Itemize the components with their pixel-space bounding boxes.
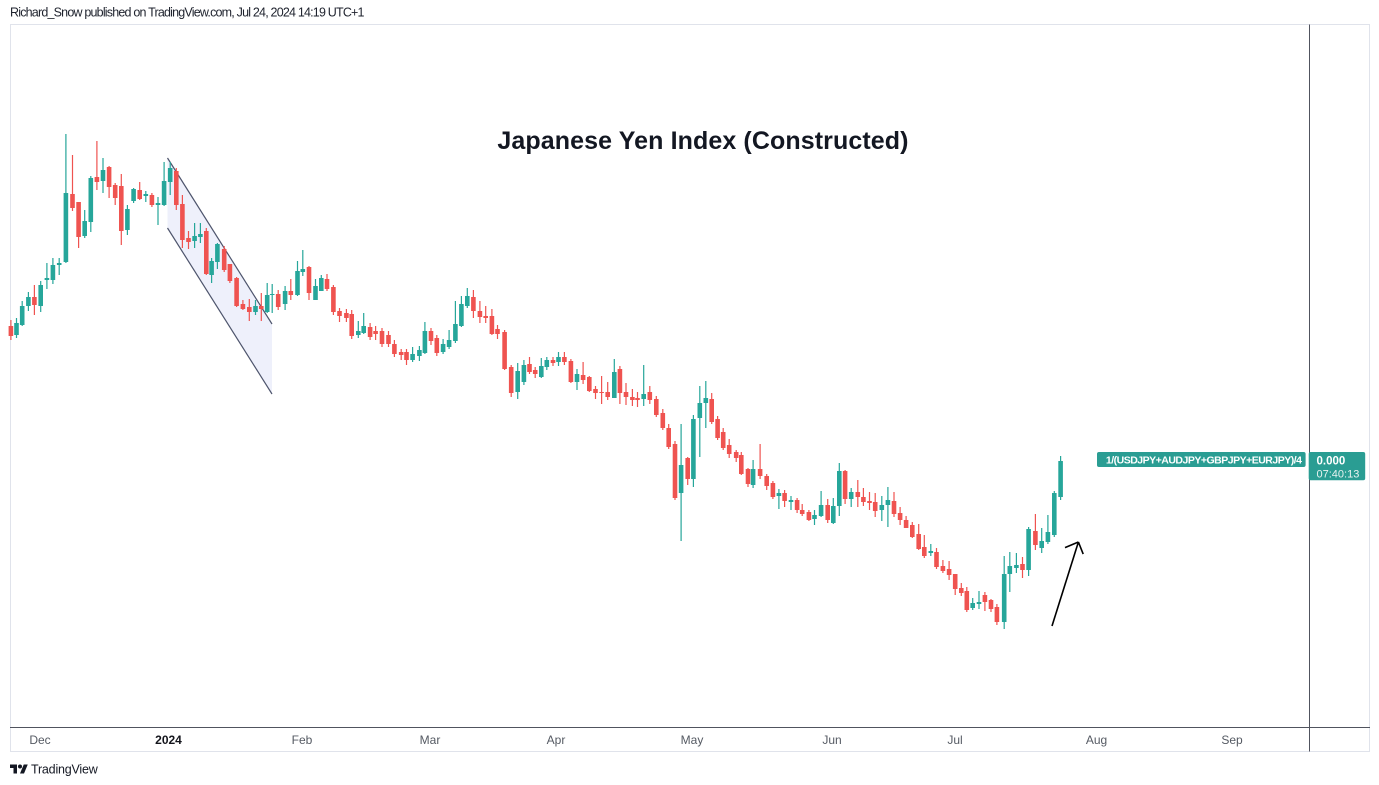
svg-text:Dec: Dec <box>29 733 50 747</box>
svg-text:Mar: Mar <box>420 733 441 747</box>
svg-text:07:40:13: 07:40:13 <box>1317 469 1360 481</box>
svg-text:2024: 2024 <box>155 733 182 747</box>
svg-text:May: May <box>681 733 704 747</box>
svg-text:TradingView: TradingView <box>31 763 99 777</box>
svg-text:Japanese Yen Index (Constructe: Japanese Yen Index (Constructed) <box>497 127 908 155</box>
svg-text:Sep: Sep <box>1221 733 1243 747</box>
svg-text:Jun: Jun <box>822 733 841 747</box>
svg-text:Feb: Feb <box>292 733 313 747</box>
svg-text:Jul: Jul <box>947 733 962 747</box>
svg-text:Apr: Apr <box>547 733 566 747</box>
svg-text:0.000: 0.000 <box>1317 456 1346 468</box>
svg-text:Aug: Aug <box>1086 733 1107 747</box>
svg-text:Richard_Snow published on Trad: Richard_Snow published on TradingView.co… <box>10 6 365 20</box>
svg-text:1/(USDJPY+AUDJPY+GBPJPY+EURJPY: 1/(USDJPY+AUDJPY+GBPJPY+EURJPY)/4 <box>1106 455 1302 467</box>
